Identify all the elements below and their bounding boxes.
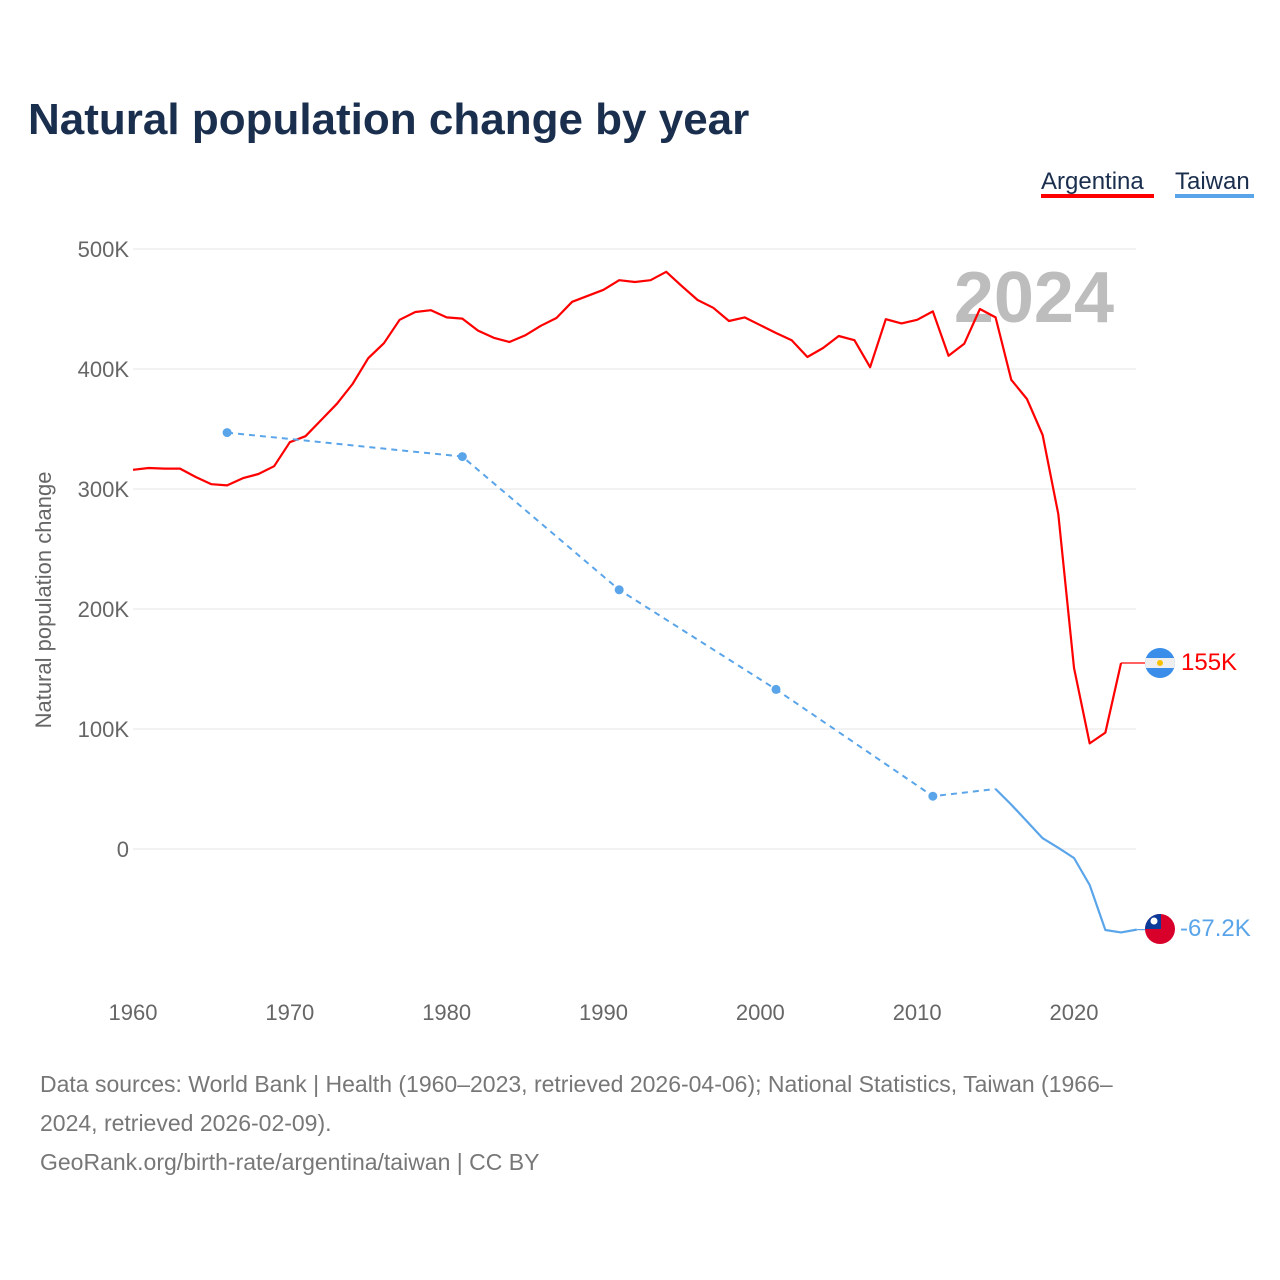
y-tick-label: 100K bbox=[78, 717, 130, 742]
chart-title: Natural population change by year bbox=[28, 95, 749, 144]
legend-item-taiwan[interactable]: Taiwan bbox=[1175, 168, 1254, 198]
series-layer bbox=[132, 270, 1146, 934]
taiwan-line bbox=[994, 788, 1137, 934]
x-tick-label: 2000 bbox=[736, 1000, 785, 1025]
argentina-end-label: 155K bbox=[1181, 649, 1237, 676]
x-tick-label: 2010 bbox=[893, 1000, 942, 1025]
taiwan-data-point bbox=[614, 585, 624, 595]
y-tick-label: 500K bbox=[78, 237, 130, 262]
taiwan-end-label: -67.2K bbox=[1180, 915, 1251, 942]
legend-swatch-argentina bbox=[1041, 194, 1154, 198]
argentina-flag-icon bbox=[1145, 648, 1175, 678]
x-tick-label: 1960 bbox=[109, 1000, 158, 1025]
y-axis-ticks: 0 100K 200K 300K 400K 500K bbox=[78, 237, 130, 862]
grid bbox=[133, 248, 1136, 850]
taiwan-line-dashed bbox=[226, 431, 996, 798]
legend-swatch-taiwan bbox=[1175, 194, 1254, 198]
argentina-line bbox=[132, 270, 1123, 745]
footer-sources-line2: 2024, retrieved 2026-02-09). bbox=[40, 1110, 332, 1136]
x-axis-ticks: 1960 1970 1980 1990 2000 2010 2020 bbox=[109, 1000, 1099, 1025]
taiwan-flag-icon bbox=[1145, 914, 1175, 944]
legend-label-taiwan[interactable]: Taiwan bbox=[1175, 168, 1250, 195]
footer-credit[interactable]: GeoRank.org/birth-rate/argentina/taiwan … bbox=[40, 1149, 539, 1175]
taiwan-data-point bbox=[928, 791, 938, 801]
legend: Argentina Taiwan bbox=[1041, 168, 1254, 198]
taiwan-data-point bbox=[457, 452, 467, 462]
y-tick-label: 300K bbox=[78, 477, 130, 502]
y-axis-label: Natural population change bbox=[31, 472, 56, 729]
legend-item-argentina[interactable]: Argentina bbox=[1041, 168, 1154, 198]
footer-sources-line1: Data sources: World Bank | Health (1960–… bbox=[40, 1071, 1113, 1097]
taiwan-data-point bbox=[771, 684, 781, 694]
y-tick-label: 400K bbox=[78, 357, 130, 382]
legend-label-argentina[interactable]: Argentina bbox=[1041, 168, 1144, 195]
taiwan-data-point bbox=[222, 428, 232, 438]
x-tick-label: 1970 bbox=[265, 1000, 314, 1025]
y-tick-label: 200K bbox=[78, 597, 130, 622]
x-tick-label: 2020 bbox=[1050, 1000, 1099, 1025]
current-year-label: 2024 bbox=[954, 258, 1114, 338]
x-tick-label: 1990 bbox=[579, 1000, 628, 1025]
y-tick-label: 0 bbox=[117, 837, 129, 862]
x-tick-label: 1980 bbox=[422, 1000, 471, 1025]
